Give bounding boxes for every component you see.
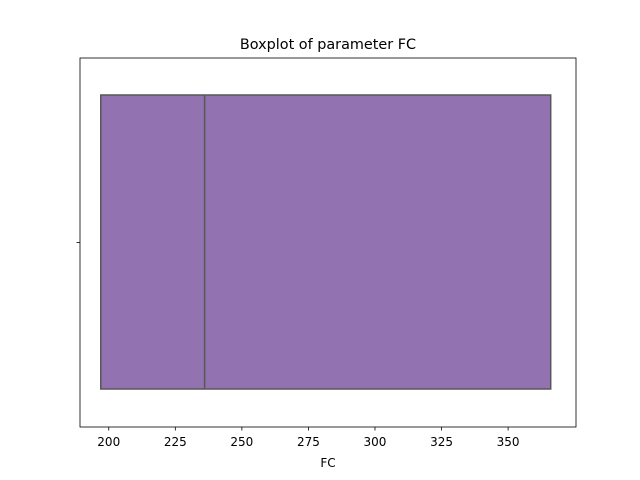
x-tick-label: 325: [430, 435, 453, 449]
chart-title: Boxplot of parameter FC: [240, 37, 416, 53]
x-tick-label: 250: [230, 435, 253, 449]
x-tick-label: 225: [164, 435, 187, 449]
x-tick-label: 200: [97, 435, 120, 449]
x-axis-ticks: 200 225 250 275 300 325 350: [97, 427, 520, 449]
plot-area: [100, 94, 552, 390]
x-tick-label: 275: [297, 435, 320, 449]
x-axis-label: FC: [320, 456, 335, 470]
x-tick-label: 300: [364, 435, 387, 449]
box-iqr: [100, 94, 552, 390]
x-tick-label: 350: [497, 435, 520, 449]
